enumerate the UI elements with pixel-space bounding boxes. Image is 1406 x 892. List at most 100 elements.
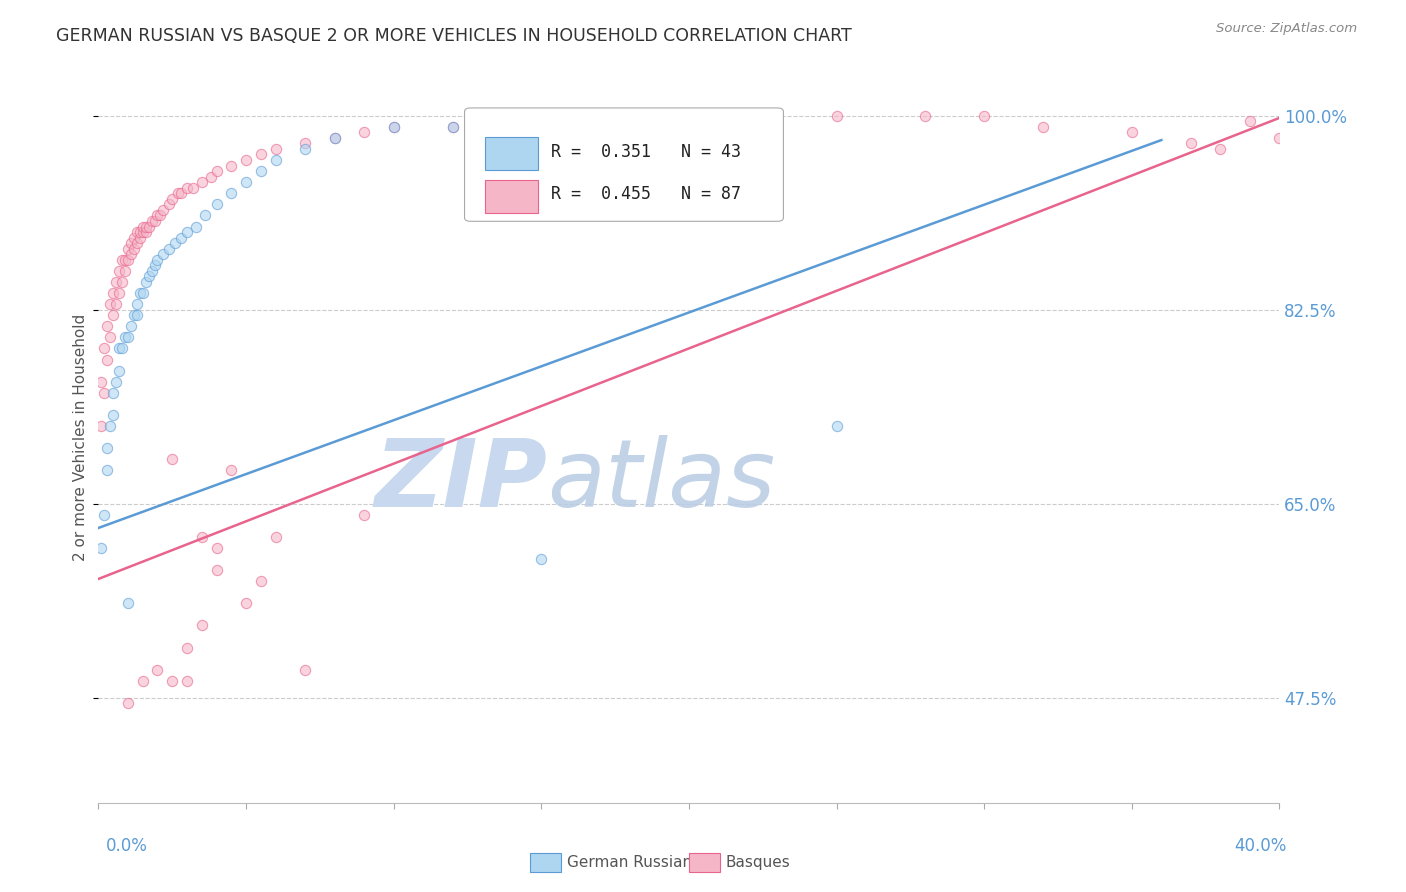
Point xyxy=(176,640,198,655)
Point xyxy=(132,225,155,239)
Point xyxy=(382,120,405,134)
Point xyxy=(323,131,346,145)
Point xyxy=(382,120,405,134)
Text: German Russians: German Russians xyxy=(567,855,700,870)
Point xyxy=(149,209,172,223)
Point xyxy=(122,242,145,256)
Point xyxy=(152,247,174,261)
Y-axis label: 2 or more Vehicles in Household: 2 or more Vehicles in Household xyxy=(73,313,87,561)
Text: Basques: Basques xyxy=(725,855,790,870)
Point xyxy=(96,352,118,367)
Point xyxy=(117,696,139,710)
Point xyxy=(98,330,121,344)
Point xyxy=(205,164,228,178)
Point xyxy=(501,120,523,134)
Point xyxy=(96,319,118,334)
Point xyxy=(105,275,128,289)
Point xyxy=(141,264,163,278)
Point xyxy=(219,186,242,201)
Point xyxy=(264,530,287,544)
Point xyxy=(111,252,134,267)
Point xyxy=(146,252,169,267)
Point xyxy=(143,258,166,272)
Point xyxy=(323,131,346,145)
Point xyxy=(353,125,375,139)
Point xyxy=(973,109,995,123)
Point xyxy=(128,285,150,300)
Point xyxy=(132,285,155,300)
Point xyxy=(250,147,273,161)
Text: R =  0.351   N = 43: R = 0.351 N = 43 xyxy=(551,143,741,161)
Text: Source: ZipAtlas.com: Source: ZipAtlas.com xyxy=(1216,22,1357,36)
Point xyxy=(143,214,166,228)
Point xyxy=(181,180,204,194)
Point xyxy=(98,297,121,311)
Point xyxy=(1121,125,1143,139)
Point xyxy=(132,219,155,234)
Point xyxy=(117,242,139,256)
Text: 40.0%: 40.0% xyxy=(1234,837,1286,855)
FancyBboxPatch shape xyxy=(464,108,783,221)
Point xyxy=(111,275,134,289)
Point xyxy=(103,308,125,322)
Point xyxy=(117,596,139,610)
Point xyxy=(184,219,207,234)
Point xyxy=(441,120,464,134)
Text: GERMAN RUSSIAN VS BASQUE 2 OR MORE VEHICLES IN HOUSEHOLD CORRELATION CHART: GERMAN RUSSIAN VS BASQUE 2 OR MORE VEHIC… xyxy=(56,27,852,45)
Text: R =  0.455   N = 87: R = 0.455 N = 87 xyxy=(551,186,741,203)
Bar xyxy=(485,137,537,170)
Point xyxy=(619,114,641,128)
Point xyxy=(114,330,136,344)
Point xyxy=(111,342,134,356)
Point xyxy=(125,308,148,322)
Point xyxy=(353,508,375,522)
Point xyxy=(90,419,112,434)
Text: atlas: atlas xyxy=(547,435,776,526)
Text: ZIP: ZIP xyxy=(374,435,547,527)
Point xyxy=(120,319,142,334)
Point xyxy=(141,214,163,228)
Point xyxy=(132,673,155,688)
Point xyxy=(825,109,848,123)
Point xyxy=(120,247,142,261)
Point xyxy=(250,164,273,178)
Point xyxy=(205,541,228,555)
Point xyxy=(103,285,125,300)
Point xyxy=(294,142,316,156)
Point xyxy=(128,230,150,244)
Point xyxy=(152,202,174,217)
Point xyxy=(530,114,553,128)
Point xyxy=(93,342,115,356)
Point xyxy=(170,230,193,244)
Point xyxy=(117,330,139,344)
Bar xyxy=(485,179,537,212)
Point xyxy=(530,552,553,566)
Point xyxy=(105,375,128,389)
Point xyxy=(93,385,115,400)
Point xyxy=(108,342,131,356)
Point xyxy=(135,275,157,289)
Point xyxy=(200,169,222,184)
Point xyxy=(157,242,180,256)
Point xyxy=(103,385,125,400)
Point xyxy=(108,285,131,300)
Point xyxy=(235,175,257,189)
Point xyxy=(135,225,157,239)
Point xyxy=(176,225,198,239)
Point xyxy=(737,109,759,123)
Point xyxy=(135,219,157,234)
Point xyxy=(146,209,169,223)
Point xyxy=(114,264,136,278)
Point xyxy=(117,252,139,267)
Point xyxy=(441,120,464,134)
Point xyxy=(194,209,217,223)
Point xyxy=(105,297,128,311)
Point xyxy=(125,225,148,239)
Point xyxy=(914,109,936,123)
Point xyxy=(1239,114,1261,128)
Point xyxy=(108,264,131,278)
Point xyxy=(157,197,180,211)
Point xyxy=(146,663,169,677)
Point xyxy=(294,136,316,151)
Point xyxy=(90,375,112,389)
